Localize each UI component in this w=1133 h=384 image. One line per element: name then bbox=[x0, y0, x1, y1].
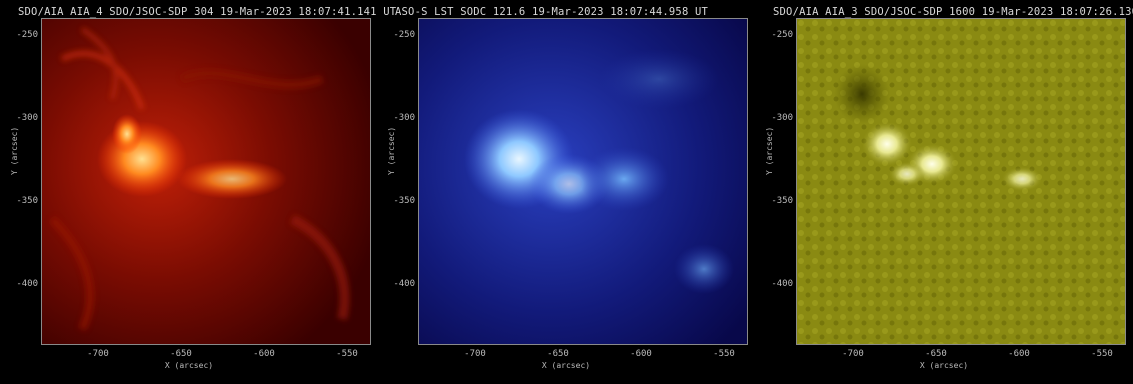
x-tick: -650 bbox=[170, 349, 192, 359]
x-tick: -550 bbox=[1091, 349, 1113, 359]
solar-image-121 bbox=[418, 18, 748, 345]
panel-title: ASO-S LST SODC 121.6 19-Mar-2023 18:07:4… bbox=[395, 6, 709, 18]
panel-aia-304: SDO/AIA AIA_4 SDO/JSOC-SDP 304 19-Mar-20… bbox=[0, 0, 397, 384]
x-tick: -650 bbox=[925, 349, 947, 359]
x-tick: -550 bbox=[713, 349, 735, 359]
y-tick: -300 bbox=[771, 113, 793, 123]
x-tick: -700 bbox=[842, 349, 864, 359]
x-tick: -550 bbox=[336, 349, 358, 359]
y-tick: -400 bbox=[16, 279, 38, 289]
panel-aia-1600: SDO/AIA AIA_3 SDO/JSOC-SDP 1600 19-Mar-2… bbox=[755, 0, 1133, 384]
y-tick: -400 bbox=[771, 279, 793, 289]
y-axis-label: Y (arcsec) bbox=[765, 126, 774, 175]
y-tick: -250 bbox=[393, 30, 415, 40]
x-axis-label: X (arcsec) bbox=[919, 361, 969, 370]
y-tick: -400 bbox=[393, 279, 415, 289]
solar-image-1600 bbox=[796, 18, 1126, 345]
y-tick: -350 bbox=[393, 196, 415, 206]
y-tick: -250 bbox=[16, 30, 38, 40]
y-tick: -350 bbox=[16, 196, 38, 206]
y-tick: -350 bbox=[771, 196, 793, 206]
x-tick: -600 bbox=[630, 349, 652, 359]
y-tick: -250 bbox=[771, 30, 793, 40]
x-tick: -600 bbox=[1008, 349, 1030, 359]
x-tick: -700 bbox=[87, 349, 109, 359]
x-tick: -600 bbox=[253, 349, 275, 359]
panel-title: SDO/AIA AIA_4 SDO/JSOC-SDP 304 19-Mar-20… bbox=[18, 6, 397, 18]
y-tick: -300 bbox=[393, 113, 415, 123]
y-tick: -300 bbox=[16, 113, 38, 123]
x-axis-label: X (arcsec) bbox=[164, 361, 214, 370]
x-tick: -650 bbox=[547, 349, 569, 359]
panel-lst-121: ASO-S LST SODC 121.6 19-Mar-2023 18:07:4… bbox=[377, 0, 755, 384]
x-tick: -700 bbox=[464, 349, 486, 359]
x-axis-label: X (arcsec) bbox=[541, 361, 591, 370]
panel-title: SDO/AIA AIA_3 SDO/JSOC-SDP 1600 19-Mar-2… bbox=[773, 6, 1133, 18]
y-axis-label: Y (arcsec) bbox=[387, 126, 396, 175]
solar-image-304 bbox=[41, 18, 371, 345]
y-axis-label: Y (arcsec) bbox=[10, 126, 19, 175]
